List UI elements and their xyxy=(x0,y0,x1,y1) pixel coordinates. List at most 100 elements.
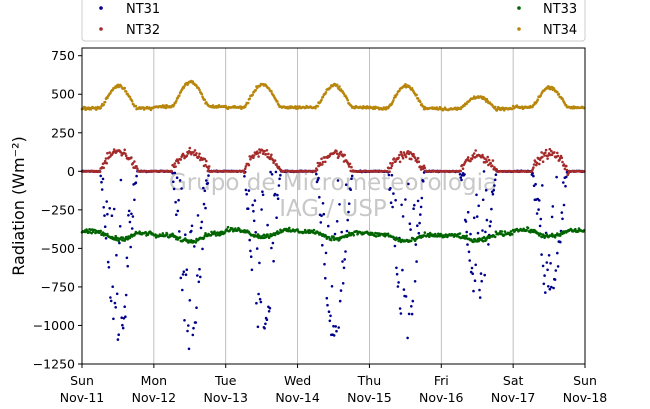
data-point xyxy=(482,170,486,173)
data-point xyxy=(260,208,263,211)
data-point xyxy=(124,90,128,93)
data-point xyxy=(544,151,547,155)
data-point xyxy=(107,266,111,269)
y-tick-label: −500 xyxy=(41,241,75,256)
data-point xyxy=(102,166,105,170)
data-point xyxy=(226,225,230,229)
data-point xyxy=(465,230,469,234)
data-point xyxy=(324,276,327,280)
data-point xyxy=(387,166,391,170)
data-point xyxy=(404,155,408,159)
data-point xyxy=(410,239,413,243)
data-point xyxy=(389,166,393,170)
data-point xyxy=(173,162,177,165)
data-point xyxy=(540,253,543,256)
data-point xyxy=(124,152,127,155)
data-point xyxy=(481,153,484,157)
data-point xyxy=(551,205,555,208)
data-point xyxy=(194,321,198,324)
data-point xyxy=(103,214,106,217)
y-tick-label: 750 xyxy=(51,48,75,63)
data-point xyxy=(130,227,134,230)
data-point xyxy=(204,163,207,167)
data-point xyxy=(103,159,107,163)
data-point xyxy=(123,86,126,90)
data-point xyxy=(348,162,352,166)
data-point xyxy=(511,233,514,236)
data-point xyxy=(278,177,281,181)
data-point xyxy=(543,274,546,277)
data-point xyxy=(469,159,472,163)
data-point xyxy=(407,150,410,153)
data-point xyxy=(243,171,246,175)
data-point xyxy=(536,98,540,101)
data-point xyxy=(270,246,273,250)
data-point xyxy=(126,264,129,268)
data-point xyxy=(469,232,472,236)
data-point xyxy=(191,333,195,337)
data-point xyxy=(413,156,417,160)
data-point xyxy=(466,210,470,214)
data-point xyxy=(266,233,269,236)
x-tick-day: Fri xyxy=(434,373,449,388)
data-point xyxy=(525,228,528,232)
data-point xyxy=(199,226,203,230)
watermark-line-1: Grupo de Micrometeorologia xyxy=(169,170,497,196)
plot-frame xyxy=(81,47,586,365)
data-point xyxy=(197,155,201,158)
data-point xyxy=(99,106,102,110)
data-point xyxy=(494,173,498,176)
data-point xyxy=(326,303,329,307)
data-point xyxy=(105,200,108,203)
data-point xyxy=(324,160,327,164)
data-point xyxy=(338,203,341,206)
data-point xyxy=(349,188,353,191)
data-point xyxy=(493,178,497,182)
data-point xyxy=(205,179,208,182)
data-point xyxy=(415,260,418,263)
data-point xyxy=(100,180,103,184)
data-point xyxy=(123,305,126,309)
data-point xyxy=(111,285,114,289)
data-point xyxy=(270,89,273,93)
data-point xyxy=(493,235,497,239)
data-point xyxy=(257,155,260,158)
data-point xyxy=(564,184,567,188)
data-point xyxy=(547,285,550,288)
data-point xyxy=(266,223,269,227)
data-point xyxy=(550,232,554,236)
data-point xyxy=(459,176,463,179)
data-point xyxy=(294,105,297,108)
data-point xyxy=(123,148,126,152)
data-point xyxy=(401,154,404,158)
y-tick-label: 500 xyxy=(51,87,75,102)
data-point xyxy=(486,155,490,159)
data-point xyxy=(526,226,530,230)
data-point xyxy=(556,251,559,255)
data-point xyxy=(200,220,204,224)
data-point xyxy=(347,231,351,235)
y-tick-label: −250 xyxy=(41,202,75,217)
data-point xyxy=(109,296,112,299)
data-point xyxy=(112,207,116,211)
data-point xyxy=(194,241,198,244)
data-point xyxy=(476,231,480,235)
x-tick-day: Sun xyxy=(573,373,597,388)
watermark: Grupo de Micrometeorologia IAG / USP xyxy=(169,170,497,222)
data-point xyxy=(532,174,535,178)
y-tick-label: 250 xyxy=(51,125,75,140)
data-point xyxy=(246,207,250,210)
data-point xyxy=(355,229,359,233)
data-point xyxy=(187,347,191,351)
data-point xyxy=(199,275,202,279)
data-point xyxy=(560,211,564,214)
data-point xyxy=(257,292,260,296)
data-point xyxy=(244,188,248,192)
data-point xyxy=(483,273,487,277)
series-nt32 xyxy=(80,146,586,177)
data-point xyxy=(268,306,272,310)
data-point xyxy=(104,237,108,240)
data-point xyxy=(560,156,564,160)
x-tick-day: Mon xyxy=(141,373,167,388)
data-point xyxy=(181,273,185,276)
